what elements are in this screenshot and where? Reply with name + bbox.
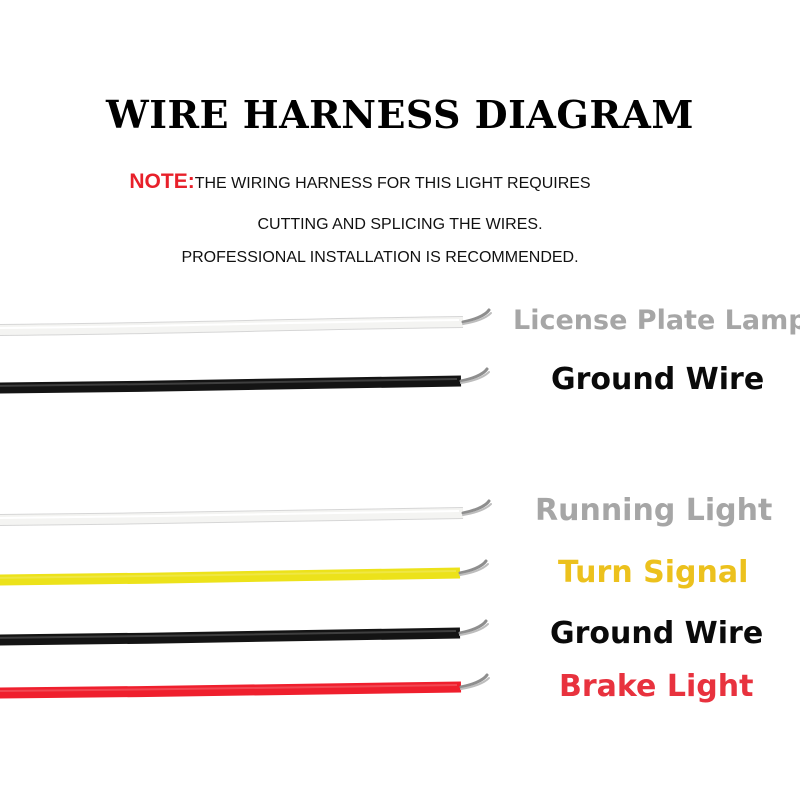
wire-label-brake-light: Brake Light [559,669,754,704]
wire-highlight [0,378,458,387]
wire-ground-wire-2 [0,619,489,646]
note-line-3: PROFESSIONAL INSTALLATION IS RECOMMENDED… [181,249,579,266]
stripped-wire-tip [461,308,491,324]
wire-insulation [0,567,461,586]
wire-highlight [0,570,457,579]
wire-insulation [0,681,462,699]
wire-label-running-light: Running Light [535,493,773,528]
wire-insulation [0,508,464,525]
stripped-wire-strand [460,371,490,384]
wire-label-ground-wire-1: Ground Wire [551,362,765,397]
wire-highlight [0,630,457,639]
wire-highlight [0,319,460,329]
wire-label-turn-signal: Turn Signal [558,555,749,590]
wire-running-light [0,499,492,526]
stripped-wire-strand [460,677,490,690]
diagram-title: WIRE HARNESS DIAGRAM [106,92,694,137]
stripped-wire-strand [462,503,492,516]
wires-group [0,308,492,699]
stripped-wire-tip [458,559,488,575]
stripped-wire-tip [459,673,489,689]
wire-ground-wire-1 [0,367,490,394]
note-text-1: THE WIRING HARNESS FOR THIS LIGHT REQUIR… [194,175,591,192]
wire-label-license-plate-lamp: License Plate Lamp [513,305,800,336]
note-line-1: NOTE:THE WIRING HARNESS FOR THIS LIGHT R… [0,170,760,194]
wire-insulation [0,317,464,335]
stripped-wire-tip [458,619,488,635]
wire-turn-signal [0,559,489,586]
note-line-2: CUTTING AND SPLICING THE WIRES. [257,216,543,233]
wire-highlight [0,684,458,692]
wire-insulation [0,375,462,394]
stripped-wire-strand [459,623,489,636]
wire-brake-light [0,673,490,699]
stripped-wire-strand [459,563,489,576]
note-label: NOTE: [129,170,195,193]
wire-highlight [0,510,460,519]
wire-label-ground-wire-2: Ground Wire [550,616,764,651]
stripped-wire-strand [462,312,492,325]
wire-insulation [0,627,461,646]
stripped-wire-tip [461,499,491,515]
stripped-wire-tip [459,367,489,383]
wire-license-plate-lamp [0,308,492,336]
